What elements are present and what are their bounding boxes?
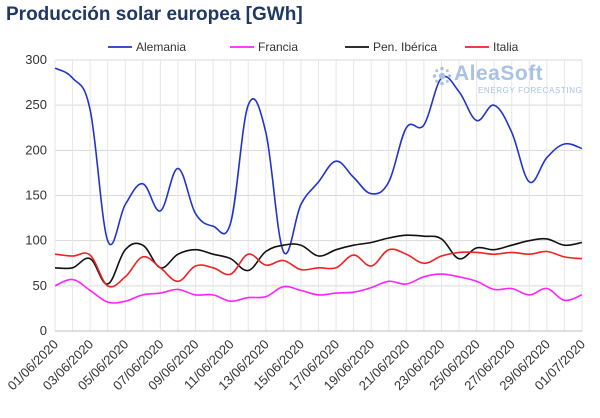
series-line-italia: [54, 248, 583, 288]
y-tick-label: 50: [33, 278, 47, 293]
y-tick-label: 0: [40, 323, 47, 338]
sun-logo-icon: [432, 66, 452, 86]
y-tick-label: 200: [25, 142, 47, 157]
logo-tagline: ENERGY FORECASTING: [478, 86, 583, 95]
legend: Alemania Francia Pen. Ibérica Italia: [108, 40, 519, 54]
legend-label: Pen. Ibérica: [373, 40, 437, 54]
x-axis: 01/06/202003/06/202005/06/202007/06/2020…: [4, 330, 588, 393]
series-line-pen-ib-rica: [54, 234, 583, 285]
series-line-francia: [54, 273, 583, 304]
series-line-alemania: [54, 67, 583, 255]
legend-label: Alemania: [136, 40, 186, 54]
y-axis: 0 50 100 150 200 250 300: [25, 52, 47, 338]
y-tick-label: 300: [25, 52, 47, 67]
gridlines: [54, 59, 583, 332]
series-lines: [54, 67, 583, 304]
y-tick-label: 150: [25, 188, 47, 203]
legend-label: Italia: [493, 40, 519, 54]
chart-title: Producción solar europea [GWh]: [6, 4, 303, 25]
y-tick-label: 250: [25, 97, 47, 112]
y-tick-label: 100: [25, 233, 47, 248]
aleasoft-logo: AleaSoft ENERGY FORECASTING: [432, 62, 582, 100]
legend-label: Francia: [258, 40, 298, 54]
logo-brand: AleaSoft: [454, 62, 544, 85]
